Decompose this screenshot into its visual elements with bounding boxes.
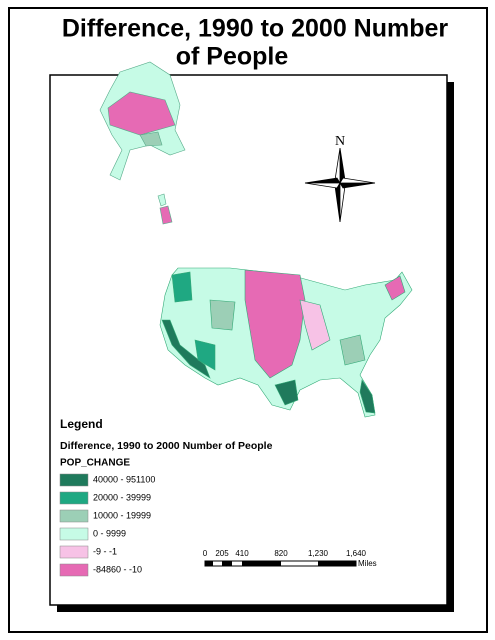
legend-swatch (59, 545, 89, 559)
legend-label: -9 - -1 (93, 546, 117, 556)
north-arrow (304, 147, 376, 223)
hawaii (157, 193, 173, 225)
legend-label: 20000 - 39999 (93, 492, 151, 502)
legend-label: 40000 - 951100 (93, 474, 155, 484)
scale-label: 205 (215, 549, 229, 558)
legend-label: 10000 - 19999 (93, 510, 151, 520)
scale-label: 820 (274, 549, 288, 558)
scale-unit: Miles (358, 559, 377, 568)
scale-label: 410 (235, 549, 249, 558)
legend-swatch (59, 509, 89, 523)
scale-label: 1,230 (308, 549, 329, 558)
contiguous-us (159, 267, 413, 418)
alaska (99, 61, 186, 181)
legend-swatch (59, 473, 89, 487)
legend-label: 0 - 9999 (93, 528, 126, 538)
scale-label: 1,640 (346, 549, 367, 558)
legend-items: 40000 - 951100 20000 - 39999 10000 - 19999… (59, 473, 155, 577)
legend-label: -84860 - -10 (93, 564, 142, 574)
north-label: N (335, 134, 345, 149)
legend-swatch (59, 491, 89, 505)
legend-heading: Legend (60, 417, 103, 431)
scale-label: 0 (203, 549, 208, 558)
legend-swatch (59, 563, 89, 577)
legend-field: POP_CHANGE (60, 458, 130, 469)
title-line: of People (176, 43, 289, 71)
legend-swatch (59, 527, 89, 541)
legend-title: Difference, 1990 to 2000 Number of Peopl… (60, 440, 273, 452)
title-line: Difference, 1990 to 2000 Number (62, 15, 449, 43)
